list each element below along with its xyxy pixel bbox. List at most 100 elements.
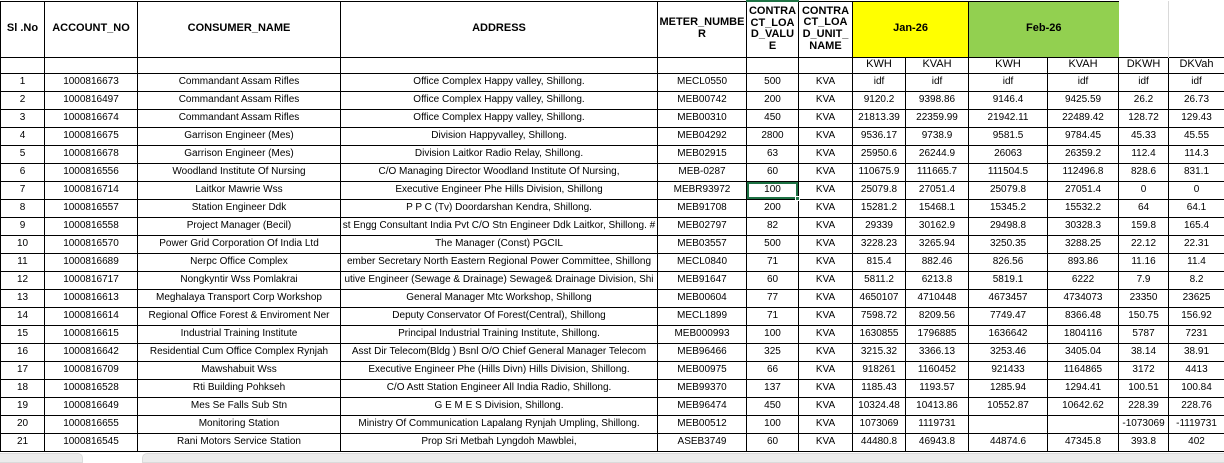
cell-r9-c2[interactable]: Project Manager (Becil) [138, 217, 341, 235]
cell-r11-c12[interactable]: 11.4 [1169, 253, 1224, 271]
cell-r7-c3[interactable]: Executive Engineer Phe Hills Division, S… [341, 181, 658, 199]
col-header-meter-number[interactable]: METER_NUMBER [658, 1, 747, 57]
cell-r20-c9[interactable] [969, 415, 1048, 433]
cell-r2-c10[interactable]: 9425.59 [1048, 91, 1119, 109]
cell-r16-c12[interactable]: 38.91 [1169, 343, 1224, 361]
cell-r2-c4[interactable]: MEB00742 [658, 91, 747, 109]
cell-r1-c3[interactable]: Office Complex Happy valley, Shillong. [341, 73, 658, 91]
cell-r5-c0[interactable]: 5 [1, 145, 45, 163]
cell-r15-c4[interactable]: MEB000993 [658, 325, 747, 343]
cell-r15-c2[interactable]: Industrial Training Institute [138, 325, 341, 343]
cell-r8-c1[interactable]: 1000816557 [45, 199, 138, 217]
cell-r17-c2[interactable]: Mawshabuit Wss [138, 361, 341, 379]
cell-r5-c3[interactable]: Division Laitkor Radio Relay, Shillong. [341, 145, 658, 163]
cell-r10-c9[interactable]: 3250.35 [969, 235, 1048, 253]
cell-r19-c9[interactable]: 10552.87 [969, 397, 1048, 415]
cell-r20-c0[interactable]: 20 [1, 415, 45, 433]
cell-r3-c10[interactable]: 22489.42 [1048, 109, 1119, 127]
cell-r14-c10[interactable]: 8366.48 [1048, 307, 1119, 325]
cell-r11-c0[interactable]: 11 [1, 253, 45, 271]
cell-r14-c3[interactable]: Deputy Conservator Of Forest(Central), S… [341, 307, 658, 325]
cell-r17-c10[interactable]: 1164865 [1048, 361, 1119, 379]
cell-r8-c10[interactable]: 15532.2 [1048, 199, 1119, 217]
cell-r13-c6[interactable]: KVA [799, 289, 853, 307]
cell-r3-c5[interactable]: 450 [747, 109, 799, 127]
cell-r12-c5[interactable]: 60 [747, 271, 799, 289]
cell-r21-c3[interactable]: Prop Sri Metbah Lyngdoh Mawblei, [341, 433, 658, 451]
cell-r3-c2[interactable]: Commandant Assam Rifles [138, 109, 341, 127]
empty-cell[interactable] [747, 57, 799, 73]
cell-r12-c4[interactable]: MEB91647 [658, 271, 747, 289]
cell-r21-c4[interactable]: ASEB3749 [658, 433, 747, 451]
col-header-contract-load-value[interactable]: CONTRACT_LOAD_VALUE [747, 1, 799, 57]
cell-r10-c3[interactable]: The Manager (Const) PGCIL [341, 235, 658, 253]
cell-r20-c3[interactable]: Ministry Of Communication Lapalang Rynja… [341, 415, 658, 433]
cell-r19-c4[interactable]: MEB96474 [658, 397, 747, 415]
cell-r11-c6[interactable]: KVA [799, 253, 853, 271]
sub-header-dkwh[interactable]: DKWH [1119, 57, 1169, 73]
cell-r7-c8[interactable]: 27051.4 [906, 181, 969, 199]
cell-r2-c6[interactable]: KVA [799, 91, 853, 109]
cell-r17-c11[interactable]: 3172 [1119, 361, 1169, 379]
cell-r16-c2[interactable]: Residential Cum Office Complex Rynjah [138, 343, 341, 361]
cell-r5-c10[interactable]: 26359.2 [1048, 145, 1119, 163]
blank-cell-above-dkwh[interactable] [1119, 1, 1169, 57]
cell-r11-c10[interactable]: 893.86 [1048, 253, 1119, 271]
cell-r18-c6[interactable]: KVA [799, 379, 853, 397]
cell-r21-c10[interactable]: 47345.8 [1048, 433, 1119, 451]
cell-r8-c11[interactable]: 64 [1119, 199, 1169, 217]
cell-r3-c7[interactable]: 21813.39 [853, 109, 906, 127]
cell-r19-c3[interactable]: G E M E S Division, Shillong. [341, 397, 658, 415]
cell-r19-c2[interactable]: Mes Se Falls Sub Stn [138, 397, 341, 415]
cell-r15-c3[interactable]: Principal Industrial Training Institute,… [341, 325, 658, 343]
cell-r18-c0[interactable]: 18 [1, 379, 45, 397]
cell-r17-c6[interactable]: KVA [799, 361, 853, 379]
cell-r12-c2[interactable]: Nongkyntir Wss Pomlakrai [138, 271, 341, 289]
cell-r21-c11[interactable]: 393.8 [1119, 433, 1169, 451]
cell-r15-c1[interactable]: 1000816615 [45, 325, 138, 343]
cell-r5-c8[interactable]: 26244.9 [906, 145, 969, 163]
cell-r12-c6[interactable]: KVA [799, 271, 853, 289]
cell-r21-c9[interactable]: 44874.6 [969, 433, 1048, 451]
cell-r10-c0[interactable]: 10 [1, 235, 45, 253]
cell-r13-c4[interactable]: MEB00604 [658, 289, 747, 307]
cell-r15-c12[interactable]: 7231 [1169, 325, 1224, 343]
cell-r10-c4[interactable]: MEB03557 [658, 235, 747, 253]
cell-r8-c4[interactable]: MEB91708 [658, 199, 747, 217]
cell-r10-c2[interactable]: Power Grid Corporation Of India Ltd [138, 235, 341, 253]
cell-r21-c12[interactable]: 402 [1169, 433, 1224, 451]
col-header-address[interactable]: ADDRESS [341, 1, 658, 57]
cell-r13-c12[interactable]: 23625 [1169, 289, 1224, 307]
cell-r13-c0[interactable]: 13 [1, 289, 45, 307]
cell-r8-c8[interactable]: 15468.1 [906, 199, 969, 217]
cell-r8-c3[interactable]: P P C (Tv) Doordarshan Kendra, Shillong. [341, 199, 658, 217]
cell-r2-c1[interactable]: 1000816497 [45, 91, 138, 109]
cell-r17-c3[interactable]: Executive Engineer Phe (Hills Divn) Hill… [341, 361, 658, 379]
cell-r6-c9[interactable]: 111504.5 [969, 163, 1048, 181]
cell-r8-c2[interactable]: Station Engineer Ddk [138, 199, 341, 217]
cell-r1-c11[interactable]: idf [1119, 73, 1169, 91]
cell-r12-c9[interactable]: 5819.1 [969, 271, 1048, 289]
cell-r3-c6[interactable]: KVA [799, 109, 853, 127]
cell-r13-c11[interactable]: 23350 [1119, 289, 1169, 307]
cell-r16-c1[interactable]: 1000816642 [45, 343, 138, 361]
cell-r13-c3[interactable]: General Manager Mtc Workshop, Shillong [341, 289, 658, 307]
cell-r4-c9[interactable]: 9581.5 [969, 127, 1048, 145]
cell-r12-c7[interactable]: 5811.2 [853, 271, 906, 289]
cell-r9-c1[interactable]: 1000816558 [45, 217, 138, 235]
cell-r18-c3[interactable]: C/O Astt Station Engineer All India Radi… [341, 379, 658, 397]
cell-r17-c8[interactable]: 1160452 [906, 361, 969, 379]
cell-r4-c7[interactable]: 9536.17 [853, 127, 906, 145]
cell-r14-c1[interactable]: 1000816614 [45, 307, 138, 325]
cell-r20-c12[interactable]: -1119731 [1169, 415, 1224, 433]
cell-r14-c6[interactable]: KVA [799, 307, 853, 325]
cell-r4-c12[interactable]: 45.55 [1169, 127, 1224, 145]
col-header-si-no[interactable]: Sl .No [1, 1, 45, 57]
cell-r13-c2[interactable]: Meghalaya Transport Corp Workshop [138, 289, 341, 307]
cell-r3-c1[interactable]: 1000816674 [45, 109, 138, 127]
cell-r6-c8[interactable]: 111665.7 [906, 163, 969, 181]
cell-r21-c2[interactable]: Rani Motors Service Station [138, 433, 341, 451]
cell-r19-c6[interactable]: KVA [799, 397, 853, 415]
cell-r6-c2[interactable]: Woodland Institute Of Nursing [138, 163, 341, 181]
cell-r15-c0[interactable]: 15 [1, 325, 45, 343]
